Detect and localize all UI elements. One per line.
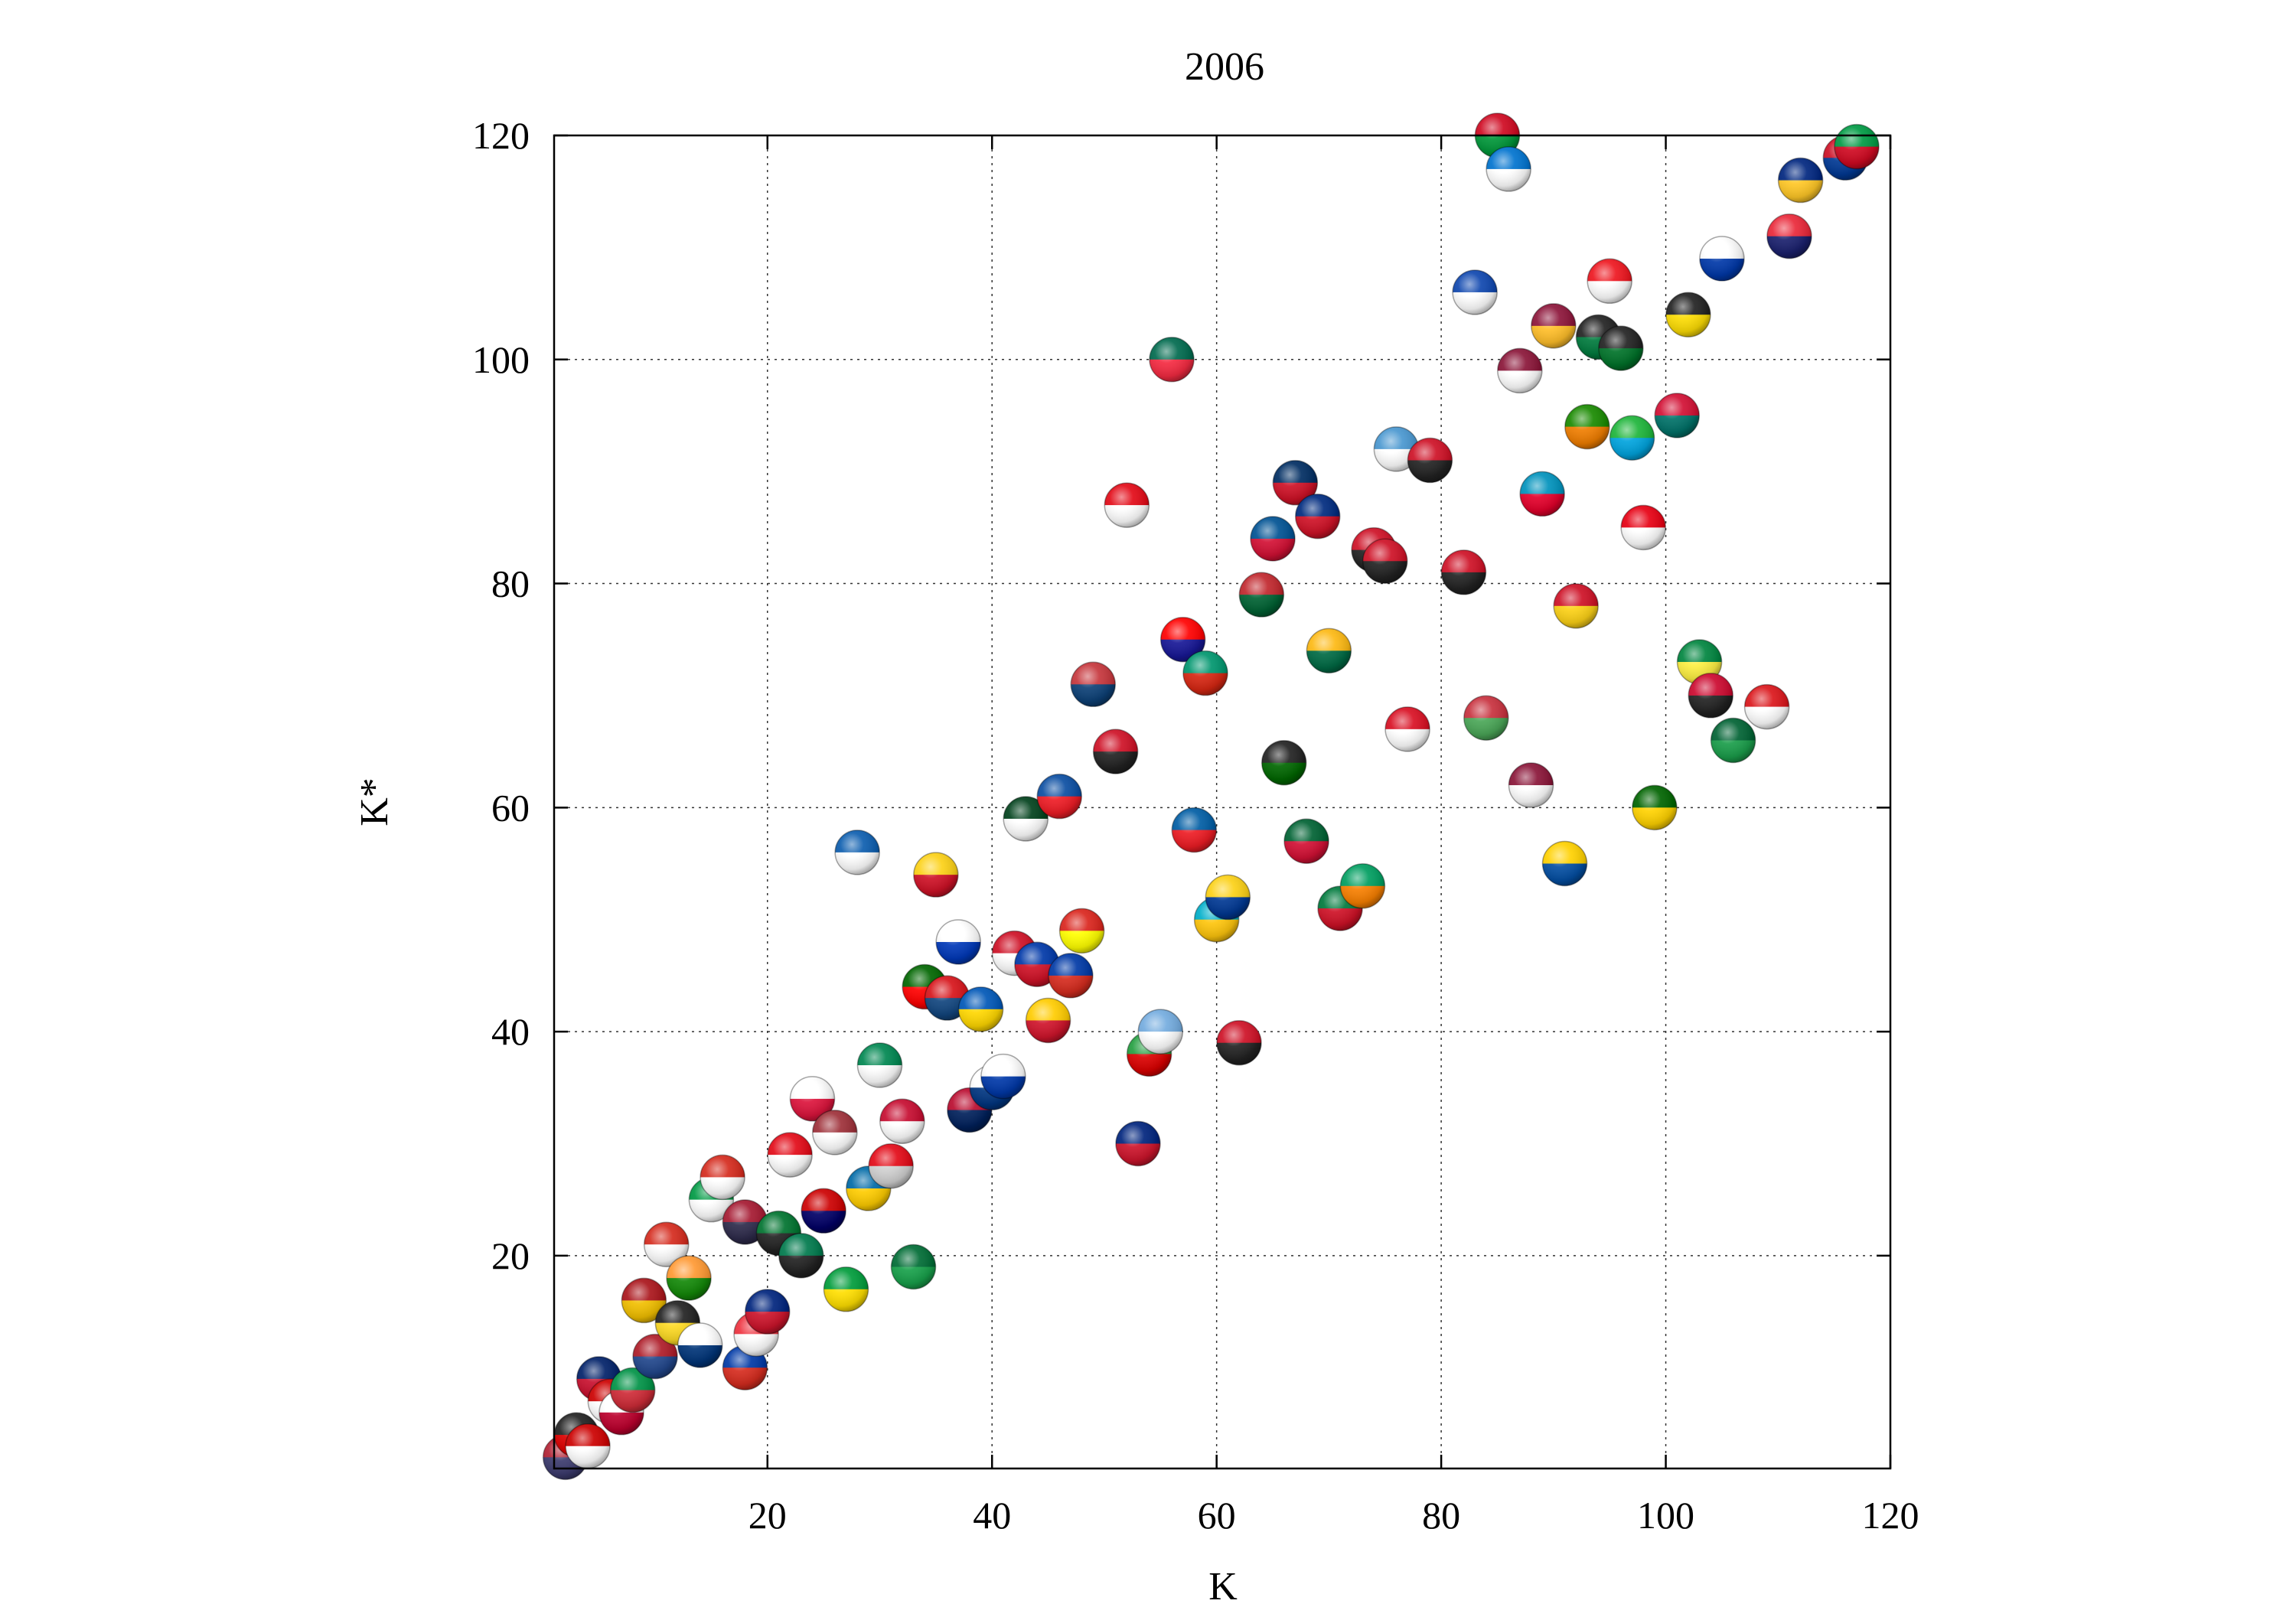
x-tick-labels: 20 40 60 80 100 120 [748,1494,1919,1537]
flag-marker [957,986,1004,1032]
flag-marker [1294,493,1341,539]
flag-marker [1463,695,1509,741]
y-tick-label: 40 [491,1010,530,1053]
flag-marker [1440,549,1487,595]
flag-marker [1104,482,1150,528]
flag-marker [1519,471,1565,517]
flag-marker [1036,773,1083,820]
flag-marker [1205,874,1251,921]
flag-marker [1743,683,1790,730]
flag-marker [1048,953,1094,999]
flag-marker [834,830,880,875]
flag-marker [1216,1019,1262,1066]
flag-marker [565,1423,611,1469]
flag-marker [1339,863,1386,909]
flag-marker [801,1188,846,1234]
flag-marker [1137,1009,1184,1054]
flag-marker [1564,403,1610,450]
flag-marker [1508,762,1554,808]
flag-marker [1452,269,1498,315]
flag-marker [812,1110,858,1156]
flag-marker [1182,650,1228,696]
flag-marker [890,1244,937,1290]
flag-marker [778,1233,824,1279]
y-tick-label: 120 [472,114,530,157]
flag-marker [1486,146,1531,192]
flag-marker [1587,258,1632,305]
flag-marker [1710,717,1756,764]
flag-marker [980,1053,1026,1100]
flag-marker [879,1098,925,1144]
flag-marker [1609,415,1655,461]
flag-marker [666,1255,712,1301]
flag-marker [1632,784,1678,831]
flag-marker [1654,393,1700,438]
flag-marker [745,1289,791,1335]
y-axis-label: K* [353,777,396,826]
flag-marker [1531,303,1577,349]
flag-marker [1384,706,1430,752]
flag-marker [1497,347,1543,394]
plot-frame [553,134,1892,1470]
y-tick-label: 80 [491,562,530,605]
chart-title: 2006 [1185,45,1264,89]
x-tick-label: 60 [1198,1494,1236,1537]
y-tick-labels: 20 40 60 80 100 120 [472,114,530,1277]
flag-marker [823,1266,869,1312]
x-tick-label: 120 [1862,1494,1919,1537]
flag-marker [1834,123,1880,170]
flag-marker [1777,157,1824,204]
flag-marker [913,852,959,898]
flag-marker [856,1042,903,1088]
flag-marker [1306,627,1352,674]
flag-marker [1092,729,1139,774]
flag-marker [1171,807,1218,853]
flag-marker [1238,572,1285,618]
flag-marker [935,919,981,965]
x-tick-label: 100 [1637,1494,1694,1537]
flag-marker [1362,538,1408,585]
flag-marker [1766,213,1812,259]
x-tick-label: 20 [748,1494,787,1537]
flag-marker [1058,908,1105,954]
flag-marker [1250,516,1296,562]
flag-marker [1688,673,1733,719]
x-axis-label: K [1208,1565,1238,1607]
data-points [542,112,1880,1481]
flag-marker [1620,504,1666,551]
flag-marker [767,1132,813,1178]
flag-marker [1665,292,1711,337]
x-tick-label: 40 [973,1494,1011,1537]
flag-marker [677,1322,723,1368]
flag-marker [1283,818,1329,864]
flag-marker [1070,661,1117,708]
flag-marker [1115,1120,1161,1167]
flag-marker [1261,740,1307,786]
y-tick-label: 60 [491,786,530,829]
y-tick-label: 20 [491,1234,530,1277]
y-tick-label: 100 [472,338,530,381]
x-tick-label: 80 [1422,1494,1460,1537]
flag-marker [700,1154,745,1201]
flag-marker [1407,437,1453,484]
flag-marker [868,1143,914,1189]
flag-marker [1699,236,1745,282]
flag-marker [1149,337,1195,383]
flag-marker [1553,583,1599,629]
flag-marker [1541,840,1588,887]
flag-marker [1025,997,1071,1044]
flag-marker [1598,325,1644,371]
